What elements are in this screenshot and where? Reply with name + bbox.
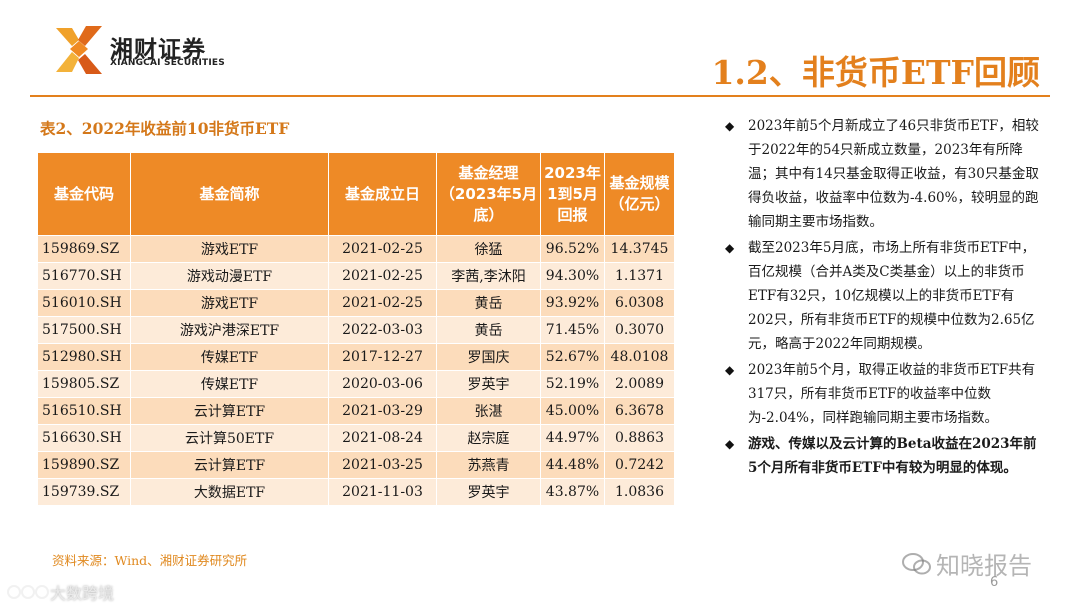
cell-return: 45.00% xyxy=(540,397,605,425)
table-row: 516770.SH 游戏动漫ETF 2021-02-25 李茜,李沐阳 94.30% 1.… xyxy=(37,262,675,290)
cell-fund-code: 159890.SZ xyxy=(37,451,131,479)
table-row: 159869.SZ 游戏ETF 2021-02-25 徐猛 96.52% 14.3745 xyxy=(37,235,675,263)
cell-return: 94.30% xyxy=(540,262,605,290)
header-fund-manager: 基金经理（2023年5月底） xyxy=(436,152,541,236)
cell-inception-date: 2021-11-03 xyxy=(328,478,437,506)
table-header-row: 基金代码 基金简称 基金成立日 基金经理（2023年5月底） 2023年1到5月… xyxy=(37,152,675,236)
cell-fund-name: 游戏ETF xyxy=(130,289,329,317)
cell-fund-manager: 罗英宇 xyxy=(436,478,541,506)
company-logo-english: XIANGCAI SECURITIES xyxy=(110,58,225,68)
cell-inception-date: 2021-02-25 xyxy=(328,262,437,290)
cell-inception-date: 2020-03-06 xyxy=(328,370,437,398)
cell-fund-name: 游戏沪港深ETF xyxy=(130,316,329,344)
cell-return: 93.92% xyxy=(540,289,605,317)
watermark-right-text: 知晓报告 xyxy=(936,552,1032,580)
page-number: 6 xyxy=(990,575,999,590)
cell-fund-size: 2.0089 xyxy=(604,370,675,398)
cell-fund-code: 517500.SH xyxy=(37,316,131,344)
header-fund-size: 基金规模（亿元） xyxy=(604,152,675,236)
table-row: 159739.SZ 大数据ETF 2021-11-03 罗英宇 43.87% 1.0836 xyxy=(37,478,675,506)
cell-return: 43.87% xyxy=(540,478,605,506)
table-row: 516630.SH 云计算50ETF 2021-08-24 赵宗庭 44.97% 0.88… xyxy=(37,424,675,452)
bullet-item-highlight: 游戏、传媒以及云计算的Beta收益在2023年前5个月所有非货币ETF中有较为明… xyxy=(724,432,1040,480)
cell-return: 52.19% xyxy=(540,370,605,398)
page-title: 1.2、非货币ETF回顾 xyxy=(711,53,1040,92)
xiangcai-logo-icon xyxy=(56,26,102,74)
cell-inception-date: 2021-02-25 xyxy=(328,235,437,263)
cell-fund-manager: 黄岳 xyxy=(436,316,541,344)
cell-fund-name: 传媒ETF xyxy=(130,370,329,398)
cell-fund-manager: 苏燕青 xyxy=(436,451,541,479)
title-divider xyxy=(30,95,1050,97)
cell-fund-manager: 李茜,李沐阳 xyxy=(436,262,541,290)
cell-fund-code: 516630.SH xyxy=(37,424,131,452)
cell-return: 71.45% xyxy=(540,316,605,344)
cell-fund-size: 6.0308 xyxy=(604,289,675,317)
cell-fund-name: 大数据ETF xyxy=(130,478,329,506)
cell-fund-name: 传媒ETF xyxy=(130,343,329,371)
header-fund-code: 基金代码 xyxy=(37,152,131,236)
table-row: 159805.SZ 传媒ETF 2020-03-06 罗英宇 52.19% 2.0089 xyxy=(37,370,675,398)
table-row: 512980.SH 传媒ETF 2017-12-27 罗国庆 52.67% 48.0108 xyxy=(37,343,675,371)
cell-fund-code: 159805.SZ xyxy=(37,370,131,398)
watermark-logo-icon xyxy=(7,585,49,599)
cell-fund-size: 0.8863 xyxy=(604,424,675,452)
cell-fund-code: 516010.SH xyxy=(37,289,131,317)
cell-return: 52.67% xyxy=(540,343,605,371)
watermark-left-text: 大数跨境 xyxy=(50,584,115,603)
cell-fund-code: 159869.SZ xyxy=(37,235,131,263)
cell-fund-code: 159739.SZ xyxy=(37,478,131,506)
cell-fund-manager: 赵宗庭 xyxy=(436,424,541,452)
cell-inception-date: 2021-02-25 xyxy=(328,289,437,317)
cell-fund-name: 云计算ETF xyxy=(130,451,329,479)
cell-return: 44.97% xyxy=(540,424,605,452)
cell-inception-date: 2017-12-27 xyxy=(328,343,437,371)
cell-inception-date: 2021-08-24 xyxy=(328,424,437,452)
table-row: 517500.SH 游戏沪港深ETF 2022-03-03 黄岳 71.45% 0.307… xyxy=(37,316,675,344)
cell-fund-name: 云计算ETF xyxy=(130,397,329,425)
cell-inception-date: 2021-03-25 xyxy=(328,451,437,479)
header-fund-name: 基金简称 xyxy=(130,152,329,236)
cell-fund-size: 6.3678 xyxy=(604,397,675,425)
cell-fund-manager: 张湛 xyxy=(436,397,541,425)
summary-bullets: 2023年前5个月新成立了46只非货币ETF，相较于2022年的54只新成立数量… xyxy=(724,114,1040,482)
table-row: 159890.SZ 云计算ETF 2021-03-25 苏燕青 44.48% 0.7242 xyxy=(37,451,675,479)
header-return: 2023年1到5月回报 xyxy=(540,152,605,236)
bullet-item: 2023年前5个月新成立了46只非货币ETF，相较于2022年的54只新成立数量… xyxy=(724,114,1040,234)
company-logo-text: 湘财证券 xyxy=(110,37,206,63)
cell-fund-size: 0.7242 xyxy=(604,451,675,479)
cell-fund-manager: 罗国庆 xyxy=(436,343,541,371)
watermark-right: 知晓报告 xyxy=(902,546,1032,581)
cell-fund-manager: 罗英宇 xyxy=(436,370,541,398)
cell-fund-size: 1.1371 xyxy=(604,262,675,290)
etf-table: 基金代码 基金简称 基金成立日 基金经理（2023年5月底） 2023年1到5月… xyxy=(37,152,675,506)
watermark-left: 大数跨境 xyxy=(6,580,114,604)
cell-return: 44.48% xyxy=(540,451,605,479)
cell-fund-size: 0.3070 xyxy=(604,316,675,344)
table-caption: 表2、2022年收益前10非货币ETF xyxy=(40,119,290,138)
cell-fund-manager: 黄岳 xyxy=(436,289,541,317)
wechat-icon xyxy=(902,552,931,574)
etf-table-body: 159869.SZ 游戏ETF 2021-02-25 徐猛 96.52% 14.3745 5… xyxy=(37,235,675,506)
cell-fund-size: 48.0108 xyxy=(604,343,675,371)
cell-return: 96.52% xyxy=(540,235,605,263)
cell-fund-name: 游戏ETF xyxy=(130,235,329,263)
cell-fund-size: 14.3745 xyxy=(604,235,675,263)
cell-inception-date: 2022-03-03 xyxy=(328,316,437,344)
cell-fund-code: 516510.SH xyxy=(37,397,131,425)
cell-fund-name: 云计算50ETF xyxy=(130,424,329,452)
cell-fund-manager: 徐猛 xyxy=(436,235,541,263)
cell-fund-name: 游戏动漫ETF xyxy=(130,262,329,290)
header-inception-date: 基金成立日 xyxy=(328,152,437,236)
bullet-item: 2023年前5个月，取得正收益的非货币ETF共有317只，所有非货币ETF的收益… xyxy=(724,358,1040,430)
cell-fund-code: 512980.SH xyxy=(37,343,131,371)
cell-inception-date: 2021-03-29 xyxy=(328,397,437,425)
cell-fund-size: 1.0836 xyxy=(604,478,675,506)
bullet-item: 截至2023年5月底，市场上所有非货币ETF中，百亿规模（合并A类及C类基金）以… xyxy=(724,236,1040,356)
data-source: 资料来源：Wind、湘财证券研究所 xyxy=(52,553,248,568)
table-row: 516010.SH 游戏ETF 2021-02-25 黄岳 93.92% 6.0308 xyxy=(37,289,675,317)
table-row: 516510.SH 云计算ETF 2021-03-29 张湛 45.00% 6.3678 xyxy=(37,397,675,425)
cell-fund-code: 516770.SH xyxy=(37,262,131,290)
